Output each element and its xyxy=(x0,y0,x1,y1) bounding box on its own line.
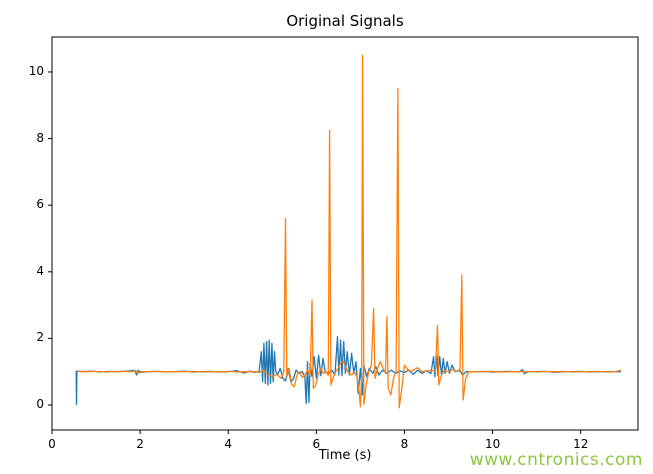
axes-spines xyxy=(51,36,639,431)
y-tick-label: 4 xyxy=(36,263,44,278)
watermark: www.cntronics.com xyxy=(469,450,643,470)
x-tick-label: 4 xyxy=(224,437,233,451)
series-line-signal-2-orange xyxy=(77,54,622,409)
chart-title: Original Signals xyxy=(286,12,404,30)
x-tick-label: 12 xyxy=(573,437,589,451)
y-tick-label: 0 xyxy=(36,397,44,412)
y-tick-label: 8 xyxy=(36,130,44,145)
y-tick-label: 2 xyxy=(36,330,44,345)
x-tick-label: 10 xyxy=(484,437,501,451)
y-tick-label: 6 xyxy=(36,197,44,212)
x-tick-label: 2 xyxy=(136,437,144,451)
x-tick-label: 0 xyxy=(48,437,56,451)
x-tick-label: 8 xyxy=(400,437,409,451)
series-line-signal-1-blue xyxy=(75,336,622,406)
x-tick-label: 6 xyxy=(312,437,321,451)
y-tick-label: 10 xyxy=(28,63,44,78)
x-axis-label: Time (s) xyxy=(318,448,372,463)
